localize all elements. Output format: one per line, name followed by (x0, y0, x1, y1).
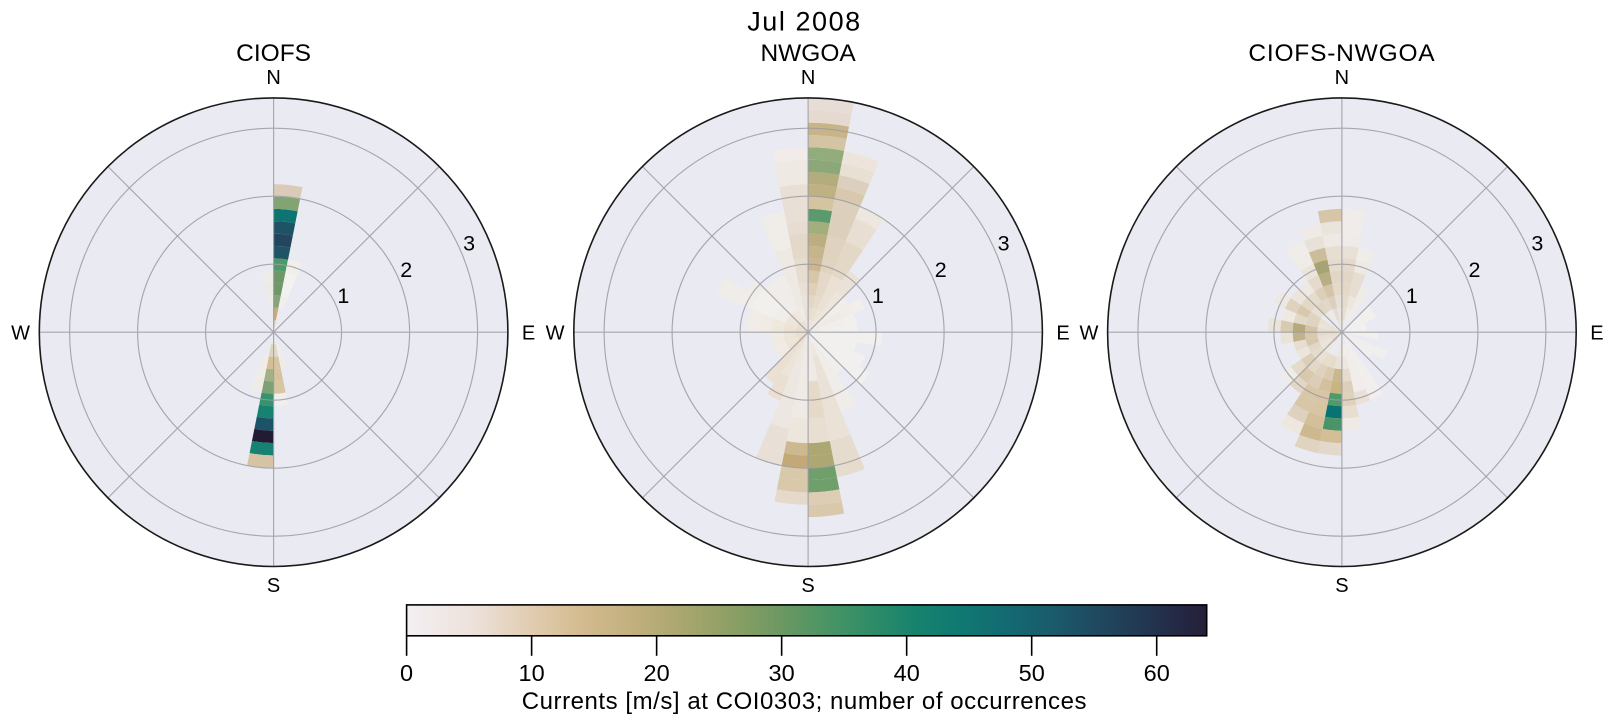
svg-text:N: N (266, 67, 280, 89)
svg-text:S: S (1335, 575, 1348, 597)
svg-text:E: E (522, 322, 535, 344)
svg-text:1: 1 (337, 284, 349, 308)
svg-text:Jul 2008: Jul 2008 (747, 7, 861, 37)
svg-text:50: 50 (1019, 660, 1045, 686)
svg-text:10: 10 (519, 660, 545, 686)
svg-text:0: 0 (400, 660, 413, 686)
svg-text:E: E (1590, 322, 1603, 344)
svg-text:30: 30 (769, 660, 795, 686)
svg-text:Currents [m/s] at COI0303; num: Currents [m/s] at COI0303; number of occ… (522, 688, 1087, 715)
svg-text:3: 3 (463, 232, 475, 256)
svg-text:N: N (1335, 67, 1349, 89)
svg-text:W: W (546, 322, 565, 344)
svg-text:40: 40 (894, 660, 920, 686)
svg-text:W: W (11, 322, 30, 344)
svg-text:CIOFS-NWGOA: CIOFS-NWGOA (1248, 40, 1435, 67)
svg-text:20: 20 (644, 660, 670, 686)
svg-text:CIOFS: CIOFS (236, 40, 311, 67)
svg-text:2: 2 (400, 258, 412, 282)
svg-text:1: 1 (872, 284, 884, 308)
svg-text:S: S (267, 575, 280, 597)
svg-text:3: 3 (998, 232, 1010, 256)
svg-text:1: 1 (1406, 284, 1418, 308)
svg-text:2: 2 (1469, 258, 1481, 282)
svg-text:W: W (1079, 322, 1098, 344)
svg-text:E: E (1056, 322, 1069, 344)
svg-text:3: 3 (1531, 232, 1543, 256)
svg-text:N: N (801, 67, 815, 89)
svg-text:NWGOA: NWGOA (760, 40, 856, 67)
svg-text:2: 2 (935, 258, 947, 282)
svg-text:S: S (801, 575, 814, 597)
svg-text:60: 60 (1144, 660, 1170, 686)
